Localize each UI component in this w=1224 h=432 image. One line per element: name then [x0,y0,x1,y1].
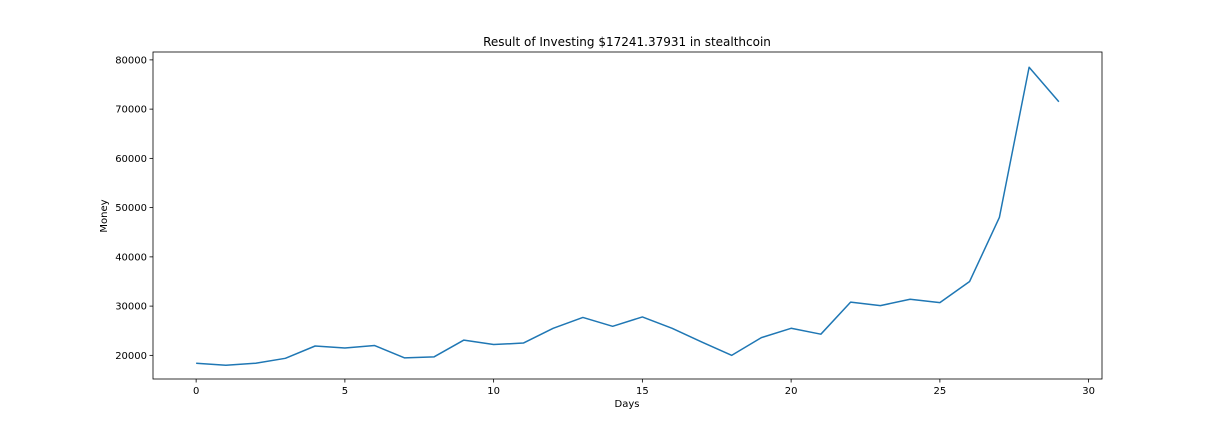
y-tick-label: 50000 [115,203,147,214]
x-axis-label: Days [615,399,640,410]
x-tick-label: 20 [785,386,798,397]
x-tick-label: 25 [933,386,946,397]
x-tick-label: 10 [487,386,500,397]
axes-frame [152,51,1103,380]
series-line [196,66,1060,366]
x-tick-label: 15 [636,386,649,397]
y-tick-label: 40000 [115,252,147,263]
y-tick-label: 80000 [115,55,147,66]
plot-area: 0 5 10 15 20 25 30 20000 30000 40000 50000 60000 700… [115,51,1103,397]
x-tick-label: 0 [193,386,199,397]
y-tick-label: 20000 [115,351,147,362]
y-axis-label: Money [99,199,110,232]
x-tick-label: 5 [342,386,348,397]
y-tick-label: 70000 [115,105,147,116]
y-tick-label: 60000 [115,154,147,165]
y-tick-label: 30000 [115,302,147,313]
x-tick-label: 30 [1082,386,1095,397]
chart-title: Result of Investing $17241.37931 in stea… [483,35,771,49]
